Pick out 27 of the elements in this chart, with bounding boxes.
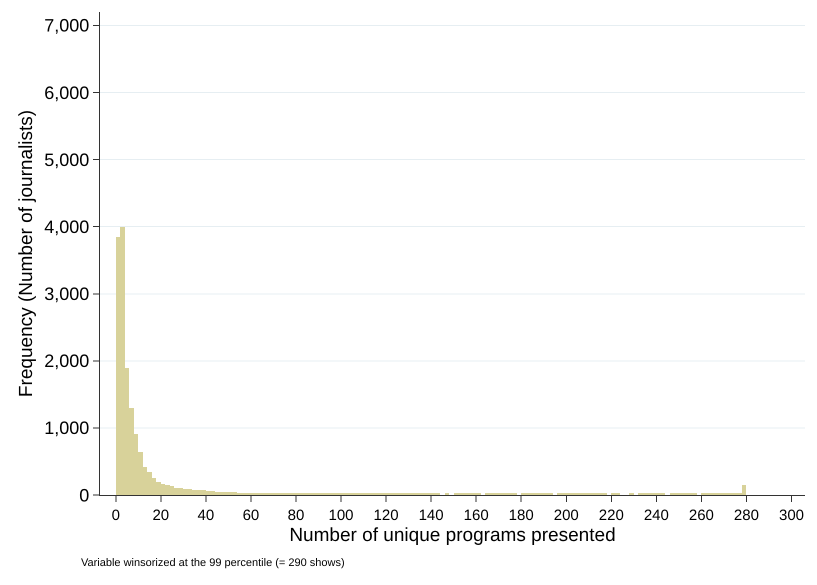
x-tick-label: 60 xyxy=(242,507,260,524)
x-tick-label: 240 xyxy=(644,507,669,524)
x-tick-label: 100 xyxy=(328,507,354,524)
x-tick-label: 140 xyxy=(418,507,444,524)
y-axis-title: Frequency (Number of journalists) xyxy=(16,110,38,398)
y-tick-label: 3,000 xyxy=(44,284,90,304)
x-tick-label: 40 xyxy=(198,507,214,524)
y-tick-label: 6,000 xyxy=(44,82,90,103)
x-tick-label: 20 xyxy=(152,507,170,524)
x-tick-label: 120 xyxy=(374,507,399,524)
y-tick-label: 4,000 xyxy=(44,216,90,237)
x-tick-label: 80 xyxy=(288,507,304,524)
y-tick-label: 5,000 xyxy=(44,150,90,170)
y-tick-label: 1,000 xyxy=(44,418,90,438)
x-tick-label: 0 xyxy=(112,507,120,524)
x-tick-label: 180 xyxy=(508,507,534,524)
y-tick-label: 0 xyxy=(79,485,90,506)
x-tick-label: 160 xyxy=(464,507,489,524)
x-tick-label: 220 xyxy=(598,507,624,524)
x-tick-label: 200 xyxy=(554,507,579,524)
x-tick-label: 260 xyxy=(688,507,714,524)
y-tick-label: 2,000 xyxy=(44,351,90,372)
x-axis-title: Number of unique programs presented xyxy=(289,524,616,546)
x-tick-label: 300 xyxy=(778,507,804,524)
y-tick-label: 7,000 xyxy=(44,16,90,36)
text: Variable winsorized at the 99 percentile (= 290 shows) xyxy=(81,557,345,569)
x-tick-label: 280 xyxy=(734,507,759,524)
